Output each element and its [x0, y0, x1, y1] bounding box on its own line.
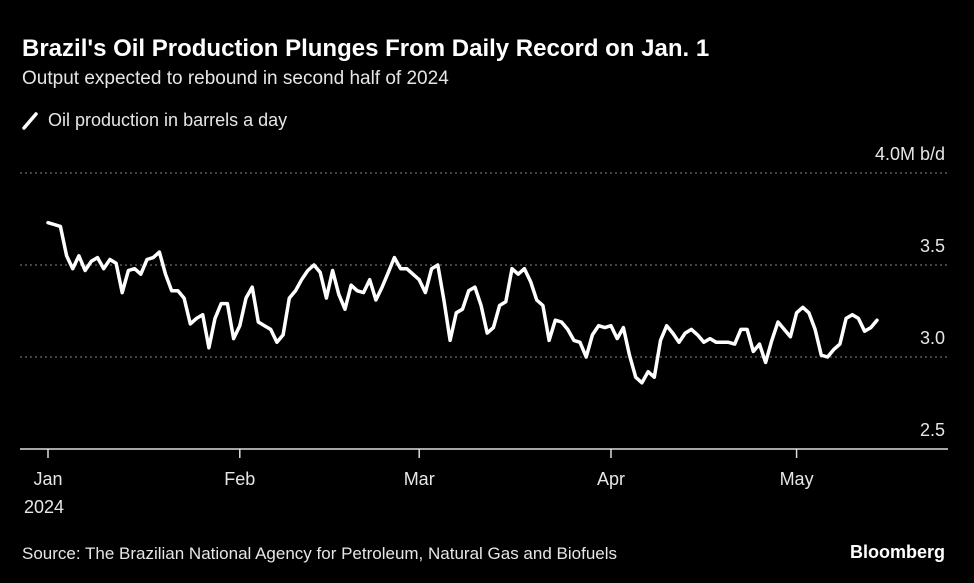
chart-subtitle: Output expected to rebound in second hal… [22, 68, 449, 89]
x-tick-label: Apr [597, 469, 625, 489]
x-tick-label: Mar [404, 469, 435, 489]
brand-logo: Bloomberg [850, 542, 945, 562]
data-line [46, 220, 879, 385]
y-tick-label: 4.0M b/d [875, 144, 945, 164]
year-label: 2024 [24, 497, 64, 517]
x-tick-label: May [780, 469, 814, 489]
y-tick-label: 2.5 [920, 420, 945, 440]
source: Source: The Brazilian National Agency fo… [22, 544, 617, 563]
y-tick-label: 3.0 [920, 328, 945, 348]
legend-label: Oil production in barrels a day [48, 110, 287, 130]
chart-title: Brazil's Oil Production Plunges From Dai… [22, 35, 709, 62]
x-tick-label: Jan [33, 469, 62, 489]
y-tick-label: 3.5 [920, 236, 945, 256]
x-tick-label: Feb [224, 469, 255, 489]
legend-icon [22, 112, 38, 130]
